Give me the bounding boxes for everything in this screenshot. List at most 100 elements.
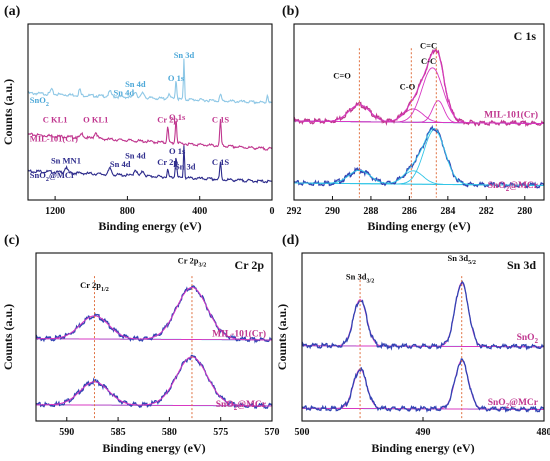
series-0 (28, 58, 272, 105)
fit-envelope (294, 49, 544, 124)
x-axis-title: Binding energy (eV) (371, 441, 474, 455)
peak-label: O 1s (169, 112, 186, 122)
plot-frame-b (293, 23, 545, 201)
peak-label: Cr 2p (157, 157, 178, 167)
series-SnO2@MCr (294, 124, 544, 189)
spectrum-line (294, 124, 544, 189)
series-label: SnO2@MCr (30, 170, 75, 183)
peak-label: Sn 4d (114, 88, 135, 98)
plot-frame-d (301, 252, 545, 422)
plot-frame-a (27, 23, 273, 201)
series-MIL-101(Cr) (36, 284, 272, 344)
fit-component-1 (302, 282, 544, 348)
y-axis-title: Counts (a.u.) (1, 79, 15, 145)
legend-label: SnO2@MCr (216, 400, 267, 412)
spectrum-line (302, 279, 544, 351)
plot-area-d (302, 276, 544, 419)
panel-letter: (d) (282, 233, 299, 248)
x-tick-label: 292 (287, 206, 302, 217)
x-tick-label: 0 (270, 206, 275, 217)
peak-label: Sn 3d3/2 (346, 272, 374, 285)
x-tick-label: 570 (265, 427, 280, 438)
series-1 (28, 119, 272, 151)
x-tick-label: 284 (440, 206, 455, 217)
panel-title: C 1s (514, 29, 537, 43)
peak-label: O 1s (169, 146, 186, 156)
y-axis-title: Counts (a.u.) (1, 304, 15, 370)
series-SnO2 (302, 279, 544, 351)
fit-component-2 (294, 129, 544, 186)
peak-label: Cr 2p1/2 (80, 280, 109, 293)
x-tick-label: 580 (162, 427, 177, 438)
x-tick-label: 286 (402, 206, 417, 217)
x-tick-label: 288 (363, 206, 378, 217)
legend-label: SnO2 (517, 333, 539, 345)
peak-label: Sn MN1 (51, 156, 81, 166)
fit-component-0 (302, 299, 544, 348)
peak-label: C-C (421, 56, 436, 66)
series-SnO2@MCr (302, 358, 544, 413)
x-axis-title: Binding energy (eV) (102, 441, 205, 455)
x-tick-label: 585 (111, 427, 126, 438)
spectrum-line (28, 119, 272, 151)
panel-letter: (b) (282, 4, 299, 19)
peak-label: Sn 4d (125, 151, 146, 161)
series-SnO2@MCr (36, 354, 272, 410)
x-tick-label: 500 (295, 427, 310, 438)
peak-label: C=C (420, 40, 437, 50)
peak-label: C-O (400, 82, 416, 92)
series-2 (28, 145, 272, 184)
peak-label: MIL-101(Cr) (30, 134, 78, 144)
x-tick-label: 800 (120, 206, 135, 217)
panel-d: 500 490 480 Binding energy (eV) Counts (a.u.… (275, 233, 550, 455)
x-tick-label: 280 (517, 206, 532, 217)
plot-area-b (294, 48, 544, 198)
plot-frame-c (35, 252, 273, 422)
fit-envelope (36, 356, 272, 407)
x-tick-label: 290 (325, 206, 340, 217)
peak-label: C 1S (212, 157, 230, 167)
x-tick-label: 1200 (45, 206, 65, 217)
peak-label: C KL1 (43, 114, 68, 124)
peak-label: Sn 4d (125, 79, 146, 89)
peak-label: Cr 2p (157, 114, 178, 124)
x-axis-title: Binding energy (eV) (367, 219, 470, 233)
series-label: SnO2 (30, 95, 49, 108)
x-tick-label: 480 (537, 427, 550, 438)
panel-letter: (c) (4, 233, 20, 248)
fit-envelope (294, 128, 544, 186)
peak-label: Cr 2p3/2 (178, 255, 207, 268)
x-tick-label: 282 (479, 206, 494, 217)
x-tick-label: 490 (416, 427, 431, 438)
x-tick-label: 575 (213, 427, 228, 438)
peak-label: Sn 4d (110, 159, 131, 169)
panel-title: Sn 3d (507, 258, 536, 272)
plot-area-a (28, 58, 272, 184)
peak-label: O KL1 (83, 114, 108, 124)
x-tick-label: 590 (59, 427, 74, 438)
peak-label: Sn 3d5/2 (448, 253, 476, 266)
spectrum-line (302, 358, 544, 413)
peak-label: C 1S (212, 114, 230, 124)
panel-a: 1200 800 400 0 Binding energy (eV) Counts (a.… (1, 4, 275, 233)
x-tick-label: 400 (192, 206, 207, 217)
spectrum-line (28, 58, 272, 105)
panel-letter: (a) (4, 4, 21, 19)
legend-label: MIL-101(Cr) (212, 328, 266, 339)
x-axis-title: Binding energy (eV) (98, 219, 201, 233)
peak-label: O 1s (168, 73, 185, 83)
spectrum-line (28, 145, 272, 184)
panel-c: 590 585 580 575 570 Binding energy (eV) Counts… (1, 233, 280, 455)
plot-area-c (36, 276, 272, 419)
legend-label: SnO2@MCr (488, 398, 539, 410)
panel-b: 292 290 288 286 284 282 280 Binding energy (eV)… (282, 4, 545, 233)
panel-title: Cr 2p (235, 258, 265, 272)
legend-label: SnO2@MCr (488, 181, 539, 193)
y-axis-title: Counts (a.u.) (275, 304, 289, 370)
peak-label: Sn 3d (174, 50, 195, 60)
peak-label: Sn 3d (175, 162, 196, 172)
fit-envelope (36, 286, 272, 341)
peak-label: C=O (333, 71, 351, 81)
series-MIL-101(Cr) (294, 48, 544, 128)
